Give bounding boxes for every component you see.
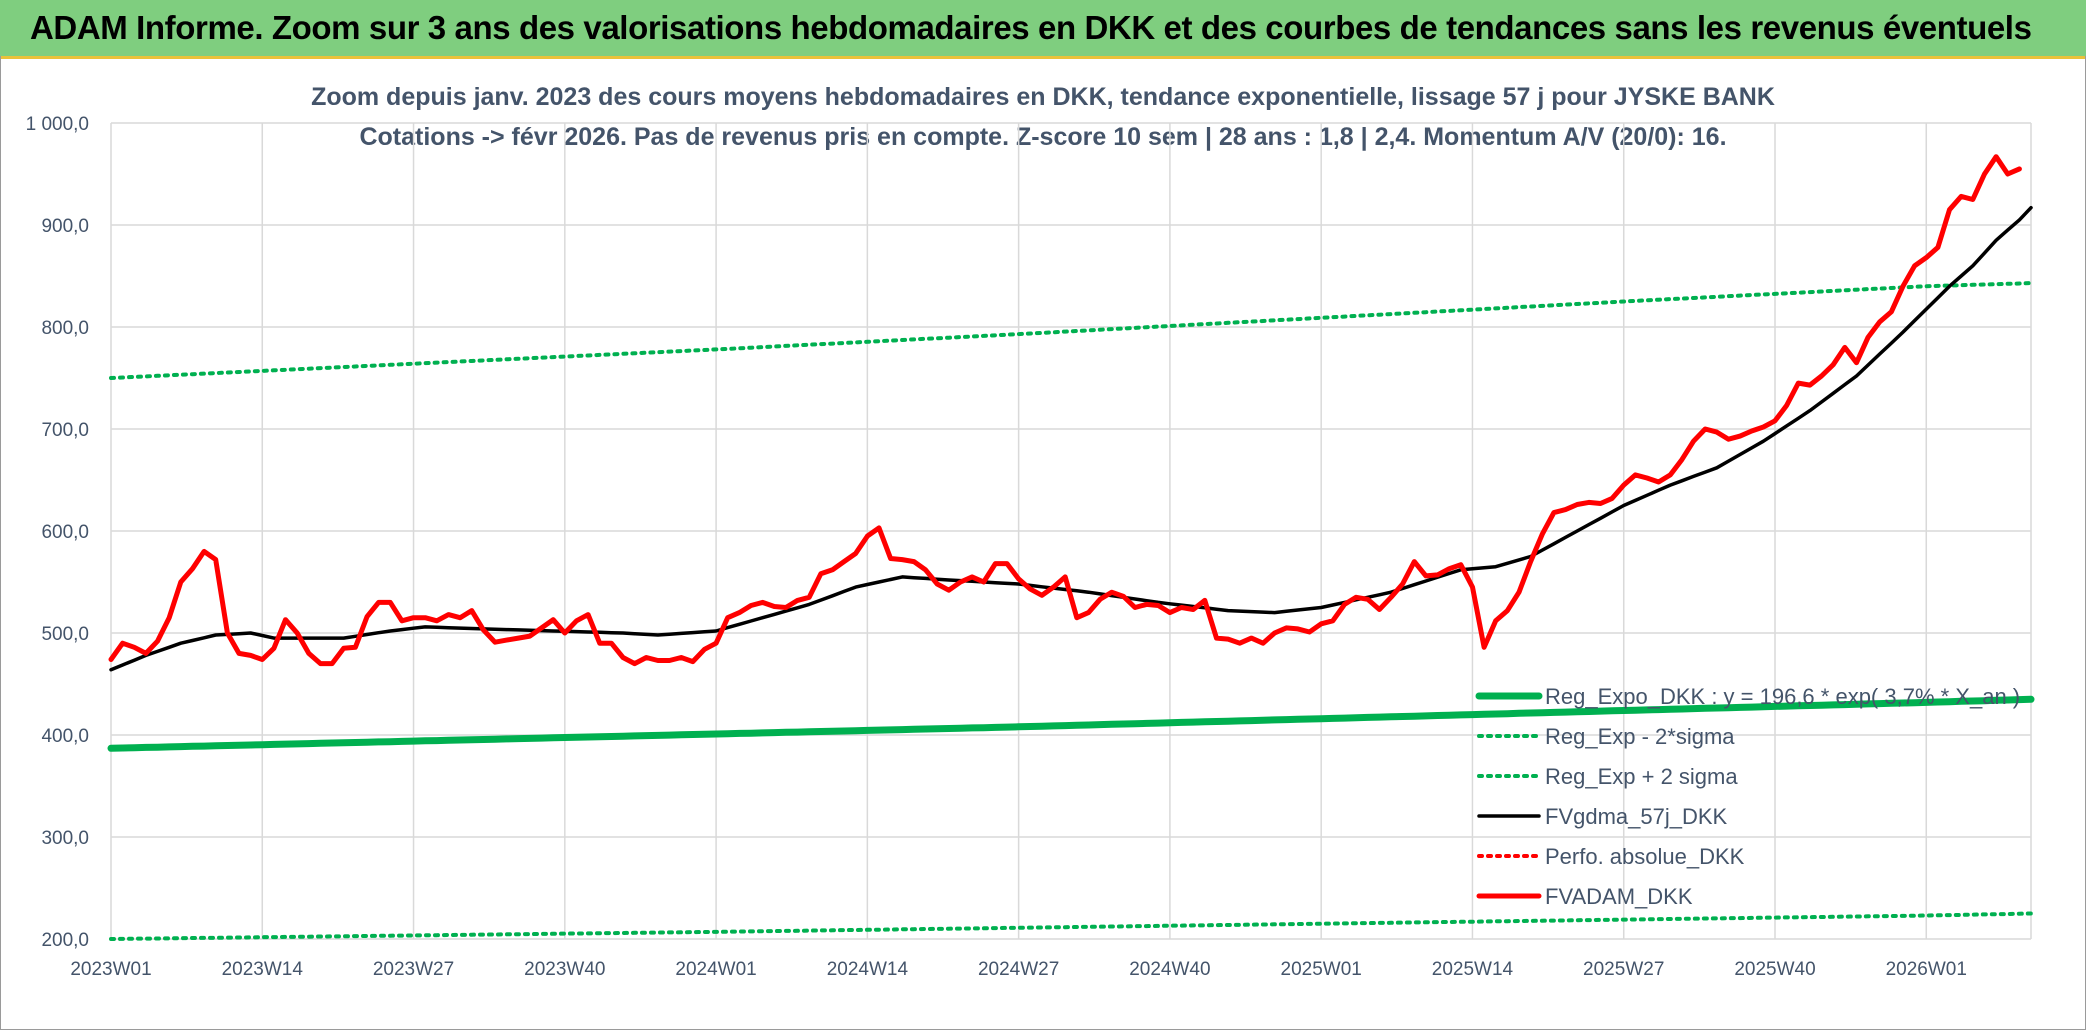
y-tick-label: 700,0 xyxy=(41,420,89,441)
x-tick-label: 2025W14 xyxy=(1432,959,1514,980)
gridlines xyxy=(110,122,2032,940)
series-line-5 xyxy=(108,154,2022,667)
report-title: ADAM Informe. Zoom sur 3 ans des valoris… xyxy=(30,9,2032,46)
x-tick-label: 2024W27 xyxy=(978,959,1059,980)
y-tick-label: 200,0 xyxy=(41,930,89,951)
y-tick-label: 500,0 xyxy=(41,624,89,645)
y-tick-label: 400,0 xyxy=(41,726,89,747)
legend-label: Perfo. absolue_DKK xyxy=(1545,844,1745,869)
chart-title: Zoom depuis janv. 2023 des cours moyens … xyxy=(311,83,1775,111)
x-tick-label: 2023W14 xyxy=(222,959,304,980)
series-line-1 xyxy=(109,911,2033,941)
y-tick-label: 1 000,0 xyxy=(26,114,89,135)
series-line-0 xyxy=(107,695,2035,752)
chart-frame: Zoom depuis janv. 2023 des cours moyens … xyxy=(0,56,2086,1030)
x-tick-label: 2023W01 xyxy=(70,959,151,980)
x-tick-label: 2024W01 xyxy=(675,959,756,980)
legend-label: Reg_Expo_DKK : y = 196,6 * exp( 3,7% * X… xyxy=(1545,684,2020,709)
x-tick-label: 2026W01 xyxy=(1886,959,1967,980)
x-axis-ticks: 2023W01 2023W14 2023W27 2023W40 2024W01 2024W… xyxy=(70,959,1967,980)
y-tick-label: 900,0 xyxy=(41,216,89,237)
x-tick-label: 2023W40 xyxy=(524,959,605,980)
x-tick-label: 2025W40 xyxy=(1734,959,1815,980)
legend-label: Reg_Exp - 2*sigma xyxy=(1545,724,1735,749)
legend: Reg_Expo_DKK : y = 196,6 * exp( 3,7% * X… xyxy=(1475,684,2020,909)
series-lines xyxy=(107,154,2035,941)
legend-label: FVgdma_57j_DKK xyxy=(1545,804,1728,829)
legend-label: Reg_Exp + 2 sigma xyxy=(1545,764,1738,789)
y-tick-label: 800,0 xyxy=(41,318,89,339)
chart-subtitle: Cotations -> févr 2026. Pas de revenus p… xyxy=(359,123,1726,151)
y-tick-label: 600,0 xyxy=(41,522,89,543)
report-banner: ADAM Informe. Zoom sur 3 ans des valoris… xyxy=(0,0,2086,59)
y-tick-label: 300,0 xyxy=(41,828,89,849)
chart-svg: Zoom depuis janv. 2023 des cours moyens … xyxy=(26,83,2035,980)
x-tick-label: 2024W14 xyxy=(827,959,909,980)
x-tick-label: 2025W27 xyxy=(1583,959,1664,980)
x-tick-label: 2025W01 xyxy=(1281,959,1362,980)
x-tick-label: 2023W27 xyxy=(373,959,454,980)
y-axis-ticks: 1 000,0 900,0 800,0 700,0 600,0 500,0 400,0 300… xyxy=(26,114,89,951)
x-tick-label: 2024W40 xyxy=(1129,959,1210,980)
series-line-2 xyxy=(109,281,2033,380)
legend-label: FVADAM_DKK xyxy=(1545,884,1693,909)
